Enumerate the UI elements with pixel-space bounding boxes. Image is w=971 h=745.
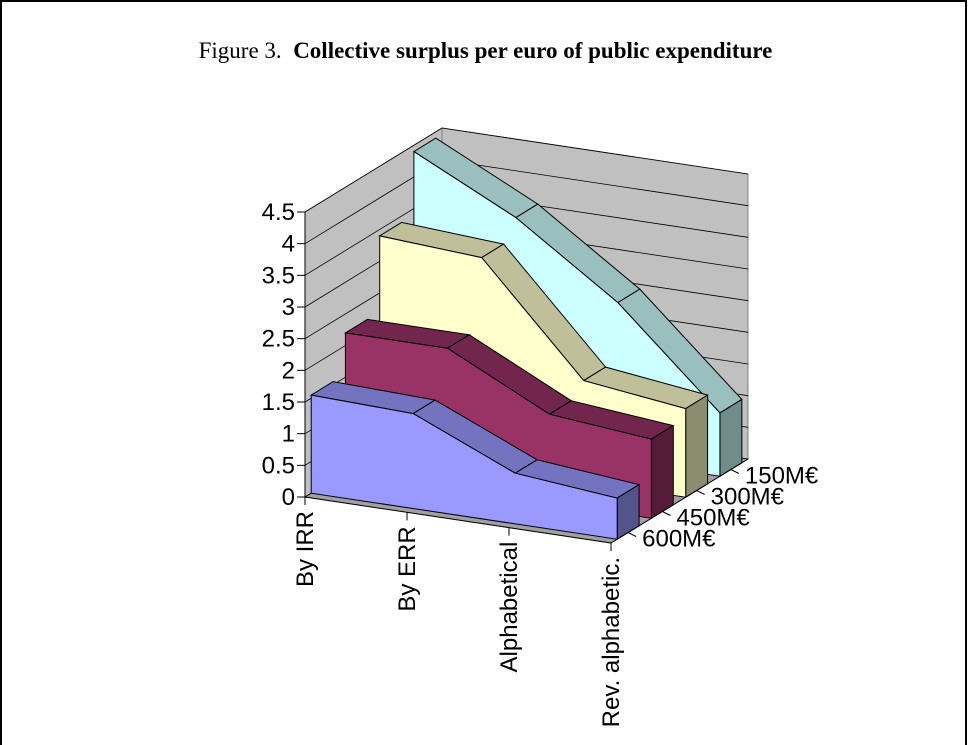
depth-axis-line (610, 458, 749, 544)
depth-tick-mark (696, 490, 705, 495)
y-tick-label: 0 (282, 484, 295, 511)
series-3 (309, 381, 641, 541)
depth-tick-mark (662, 511, 671, 516)
y-tick-label: 4 (282, 231, 295, 258)
series-label: 450M€ (676, 505, 750, 532)
x-axis-line (304, 496, 612, 544)
series-end-face (650, 424, 674, 520)
series-end-face (685, 394, 709, 499)
series-label: 150M€ (745, 463, 819, 490)
depth-tick-mark (627, 532, 637, 537)
x-tick-label: By IRR (292, 511, 319, 587)
y-tick-label: 4.5 (262, 199, 295, 226)
y-tick-label: 2.5 (262, 326, 295, 353)
x-axis: By IRR By ERR Alphabetical Rev. alphabetic. (292, 496, 625, 727)
x-tick-label: Rev. alphabetic. (598, 557, 625, 727)
y-tick-label: 3.5 (262, 262, 295, 289)
x-tick-label: Alphabetical (496, 542, 523, 673)
y-tick-label: 2 (282, 357, 295, 384)
series-label: 600M€ (642, 526, 716, 553)
series-label: 300M€ (711, 484, 785, 511)
x-tick-label: By ERR (394, 526, 421, 611)
chart-title: Figure 3. Collective surplus per euro of… (0, 38, 971, 64)
y-tick-label: 0.5 (262, 452, 295, 479)
y-axis: 0 0.5 1 1.5 2 2.5 3 3.5 4 4.5 (262, 199, 306, 511)
series-axis: 150M€300M€450M€600M€ (610, 458, 819, 553)
figure-title: Collective surplus per euro of public ex… (293, 38, 773, 63)
y-tick-label: 1.5 (262, 389, 295, 416)
y-tick-label: 3 (282, 294, 295, 321)
figure-number: Figure 3. (198, 38, 282, 63)
gridline (304, 127, 749, 213)
depth-tick-mark (730, 469, 740, 474)
y-tick-label: 1 (282, 421, 295, 448)
series-layer (309, 137, 743, 541)
